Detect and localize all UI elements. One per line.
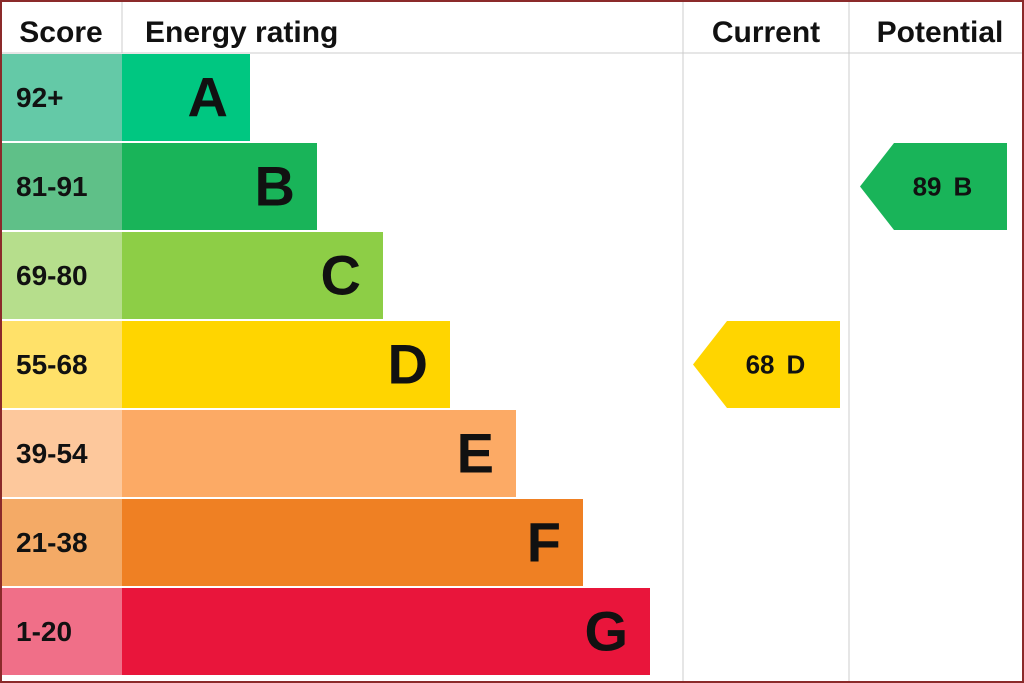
score-cell bbox=[2, 499, 122, 586]
current-rating: D bbox=[787, 349, 806, 379]
score-cell bbox=[2, 588, 122, 675]
current-score: 68 bbox=[746, 349, 775, 379]
current-arrow bbox=[693, 321, 840, 408]
rating-bar bbox=[122, 321, 450, 408]
header-current: Current bbox=[712, 16, 820, 49]
score-band: 1-20 bbox=[16, 616, 72, 647]
rating-bar bbox=[122, 232, 383, 319]
rating-bar bbox=[122, 588, 650, 675]
potential-arrow bbox=[860, 143, 1007, 230]
header-potential: Potential bbox=[877, 16, 1004, 49]
score-cell bbox=[2, 232, 122, 319]
rating-letter: B bbox=[255, 154, 295, 217]
rating-letter: F bbox=[527, 510, 561, 573]
header-rating: Energy rating bbox=[145, 16, 338, 49]
score-band: 21-38 bbox=[16, 527, 88, 558]
score-band: 39-54 bbox=[16, 438, 88, 469]
potential-score: 89 bbox=[913, 171, 942, 201]
rating-letter: G bbox=[584, 599, 628, 662]
score-cell bbox=[2, 321, 122, 408]
rating-bar bbox=[122, 499, 583, 586]
score-band: 92+ bbox=[16, 82, 64, 113]
rating-bar bbox=[122, 143, 317, 230]
score-cell bbox=[2, 54, 122, 141]
rating-letter: C bbox=[321, 243, 361, 306]
score-band: 81-91 bbox=[16, 171, 88, 202]
score-band: 55-68 bbox=[16, 349, 88, 380]
rating-letter: D bbox=[388, 332, 428, 395]
score-cell bbox=[2, 410, 122, 497]
score-cell bbox=[2, 143, 122, 230]
rating-bar bbox=[122, 54, 250, 141]
score-band: 69-80 bbox=[16, 260, 88, 291]
rating-bar bbox=[122, 410, 516, 497]
rating-letter: E bbox=[457, 421, 494, 484]
header-score: Score bbox=[19, 16, 102, 49]
potential-rating: B bbox=[954, 171, 973, 201]
rating-letter: A bbox=[188, 65, 228, 128]
